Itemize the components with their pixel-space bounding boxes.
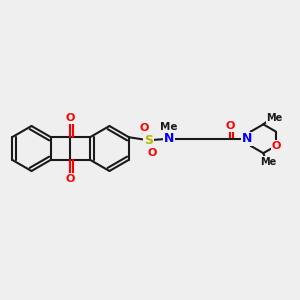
Text: O: O bbox=[66, 113, 75, 123]
Text: O: O bbox=[271, 141, 280, 151]
Text: O: O bbox=[139, 123, 148, 133]
Text: O: O bbox=[66, 174, 75, 184]
Text: Me: Me bbox=[160, 122, 178, 132]
Text: O: O bbox=[147, 148, 157, 158]
Text: Me: Me bbox=[266, 113, 282, 123]
Text: O: O bbox=[226, 121, 235, 131]
Text: N: N bbox=[164, 132, 174, 145]
Text: N: N bbox=[242, 132, 252, 145]
Text: S: S bbox=[144, 134, 153, 147]
Text: Me: Me bbox=[261, 157, 277, 166]
